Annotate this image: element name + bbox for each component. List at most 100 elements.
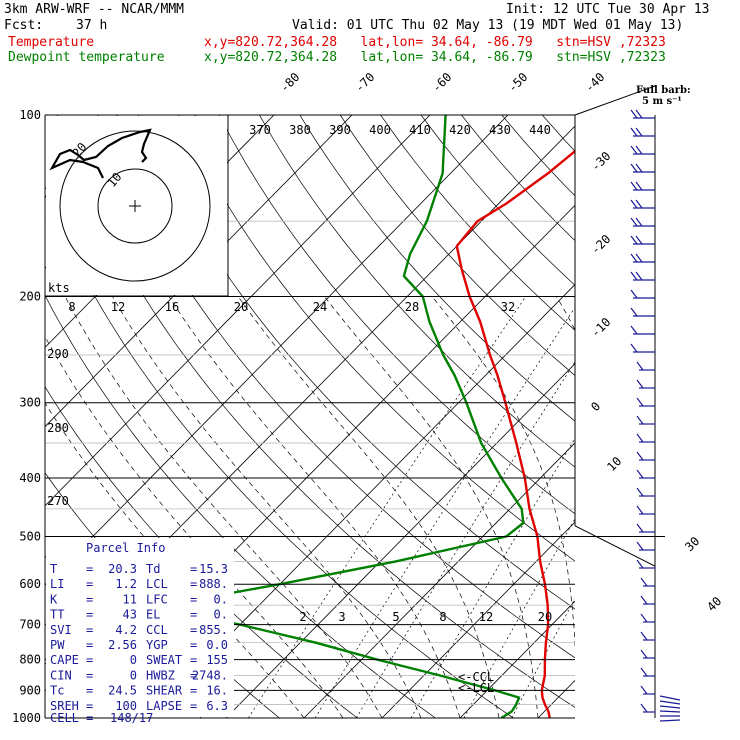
parcel-eq: = [190, 623, 197, 637]
parcel-value: 0. [214, 608, 228, 622]
top-slant [574, 85, 656, 116]
dry-adiabat [420, 115, 575, 286]
wind-barb-lowlevel [659, 695, 681, 701]
parcel-key: LI [50, 577, 64, 591]
pressure-label: 500 [19, 529, 41, 543]
parcel-key: LFC [146, 592, 168, 606]
parcel-value: 1.2 [115, 577, 137, 591]
wind-barb-flag [640, 667, 648, 677]
isotherm [381, 521, 575, 718]
parcel-eq: = [190, 653, 197, 667]
hodograph-ring-outer [59, 130, 211, 282]
wind-barb-flag [635, 145, 643, 155]
parcel-value: 855. [199, 623, 228, 637]
parcel-key: Td [146, 562, 160, 576]
wind-barb-lowlevel [659, 710, 681, 713]
isotherm [694, 115, 740, 718]
isotherm [147, 283, 575, 718]
dewpoint-location: x,y=820.72,364.28 lat,lon= 34.64, -86.79… [204, 50, 666, 65]
wind-barb-flag [630, 325, 638, 335]
isotherm [303, 442, 575, 718]
parcel-eq: = [86, 592, 93, 606]
isotherm-label: -50 [505, 70, 530, 95]
mixing-ratio-label: 28 [405, 300, 419, 314]
parcel-value: 4.2 [115, 623, 137, 637]
valid-time: Valid: 01 UTC Thu 02 May 13 (19 MDT Wed … [292, 18, 684, 33]
mixing-ratio-label: 5 [392, 610, 399, 624]
wind-barb-flag [640, 649, 648, 659]
parcel-eq: = [190, 699, 197, 713]
isotherm [225, 363, 575, 718]
parcel-box-background [46, 538, 234, 717]
parcel-value: 15.3 [199, 562, 228, 576]
mixing-ratio-line [248, 296, 526, 718]
parcel-value: 2.56 [108, 638, 137, 652]
parcel-key: SHEAR [146, 684, 183, 698]
parcel-key: YGP [146, 638, 168, 652]
pressure-lines [44, 85, 665, 719]
isotherm-label: -40 [582, 70, 607, 95]
mixing-ratio-line [574, 716, 575, 718]
wind-speed-label: 30 [682, 534, 702, 554]
parcel-eq: = [190, 684, 197, 698]
theta-label: 390 [329, 123, 351, 137]
isotherm-label: -20 [588, 232, 613, 257]
wind-barb-flag [630, 109, 638, 119]
parcel-key: SVI [50, 623, 72, 637]
barb-legend-title: Full barb: [636, 85, 691, 96]
mixing-ratio-line [410, 437, 575, 718]
parcel-key: CAPE [50, 653, 79, 667]
wind-barb-flag [640, 613, 648, 623]
parcel-value: 100 [115, 699, 137, 713]
parcel-key: PW [50, 638, 65, 652]
moist-adiabat [168, 296, 461, 718]
parcel-eq: = [86, 668, 93, 682]
parcel-key: LAPSE [146, 699, 182, 713]
parcel-eq: = [190, 638, 197, 652]
wind-barb-flag [630, 199, 638, 209]
isotherm [45, 115, 509, 586]
mixing-ratio-label: 16 [165, 300, 179, 314]
wind-barb-flag [636, 487, 644, 497]
wind-barb-flag [635, 235, 643, 245]
parcel-value: 155 [206, 653, 228, 667]
temperature-legend: Temperature [8, 35, 95, 50]
isotherm-label: -30 [588, 149, 613, 174]
init-time: Init: 12 UTC Tue 30 Apr 13 [506, 2, 710, 17]
theta-label: 380 [289, 123, 311, 137]
parcel-value: 6.3 [206, 699, 228, 713]
right-axis-slant [574, 525, 656, 567]
pressure-label: 700 [19, 618, 41, 632]
wind-barb-flag [630, 235, 638, 245]
theta-label: 420 [449, 123, 471, 137]
dry-adiabat [299, 115, 575, 422]
wind-barb-flag [636, 559, 644, 569]
isotherm-label: -60 [429, 70, 454, 95]
pressure-label: 400 [19, 471, 41, 485]
dry-adiabat [501, 115, 575, 197]
wind-barb-flag [630, 163, 638, 173]
dry-adiabat [380, 115, 575, 331]
parcel-key: EL [146, 608, 160, 622]
parcel-value: 11 [123, 592, 137, 606]
isotherm-label: -80 [277, 70, 302, 95]
wind-barb-flag [636, 361, 644, 371]
parcel-value: 0 [130, 653, 137, 667]
wind-barb-flag [636, 469, 644, 479]
wind-barb-flag [630, 289, 638, 299]
theta-label: 440 [529, 123, 551, 137]
wind-barb-flag [635, 181, 643, 191]
isotherm [537, 679, 575, 718]
model-title: 3km ARW-WRF -- NCAR/MMM [4, 2, 185, 17]
hodograph-ring-inner [97, 168, 173, 244]
parcel-eq: = [86, 623, 93, 637]
wind-barb-flag [636, 379, 644, 389]
wind-barb-flag [636, 433, 644, 443]
isotherm-label: 10 [604, 454, 624, 474]
parcel-value: 0 [130, 668, 137, 682]
parcel-value: 43 [123, 608, 137, 622]
wind-barbs: Full barb:5 m s⁻¹ [630, 85, 691, 722]
wind-barb-flag [640, 685, 648, 695]
